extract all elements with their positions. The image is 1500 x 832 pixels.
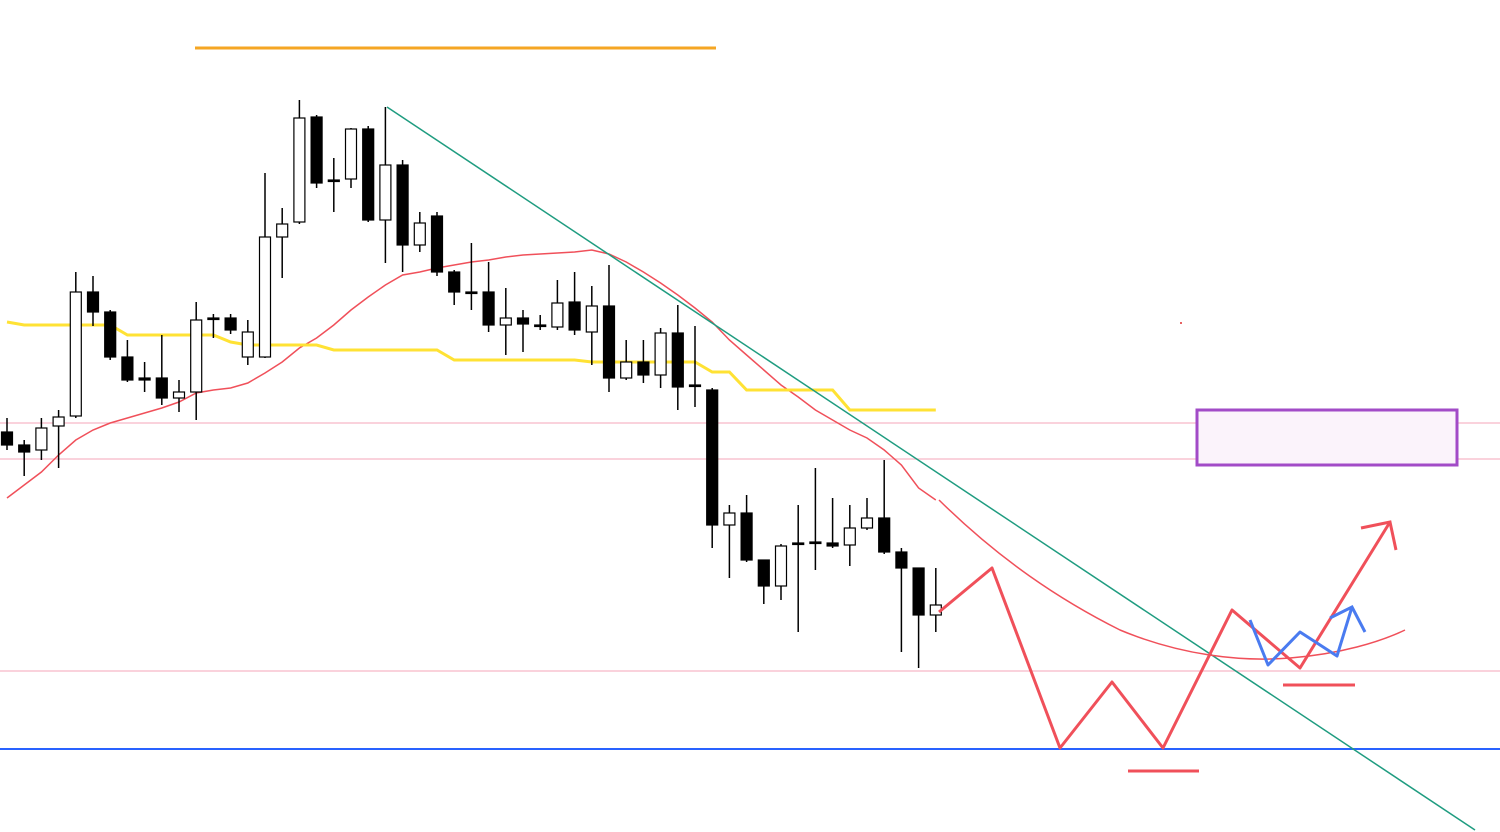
candle-body (792, 542, 805, 546)
candle-body (258, 236, 272, 358)
candle-body (620, 361, 633, 379)
candle-body (327, 179, 340, 183)
trend-line (386, 106, 1476, 831)
candle-body (602, 305, 616, 379)
candle-body (671, 332, 684, 388)
candle-body (379, 164, 392, 221)
candle-body (499, 317, 512, 326)
candle-body (413, 222, 426, 246)
candle-body (895, 551, 908, 569)
candle-body (293, 117, 306, 223)
candle-body (241, 331, 254, 358)
candle-body (482, 291, 495, 326)
candle-body (52, 416, 65, 427)
candle-body (723, 512, 736, 526)
zone-box (1195, 408, 1459, 467)
candle-body (809, 541, 822, 545)
minor-path (1248, 606, 1354, 667)
candle-body (706, 389, 719, 526)
candle-body (190, 319, 203, 393)
candle-body (568, 301, 581, 331)
candle-body (121, 356, 134, 381)
candle-body (637, 361, 650, 376)
candle-body (826, 542, 839, 547)
candle-body (516, 317, 530, 325)
dot (1180, 322, 1182, 324)
candle-body (688, 384, 702, 388)
candle-body (843, 527, 856, 546)
candle-body (86, 291, 100, 313)
candle-body (0, 431, 14, 446)
candle-body (774, 545, 788, 587)
candle-body (207, 317, 220, 321)
candle-body (585, 305, 598, 333)
candle-body (224, 317, 237, 331)
candle-body (69, 291, 82, 417)
candle-body (860, 517, 874, 529)
ma-projection (938, 499, 1406, 660)
candle-body (534, 324, 547, 328)
scenario-arrowhead (1360, 520, 1398, 551)
candle-body (35, 427, 48, 451)
candle-body (912, 567, 925, 616)
candles (0, 100, 942, 668)
candle-body (396, 164, 409, 246)
candle-body (551, 302, 564, 328)
candle-body (104, 311, 117, 358)
candle-body (740, 512, 753, 561)
candle-body (344, 128, 358, 180)
candle-body (276, 223, 289, 238)
candle-body (138, 377, 151, 381)
candle-body (362, 128, 375, 221)
candle-body (430, 215, 444, 273)
scenario-path (938, 521, 1392, 750)
candle-body (448, 271, 461, 293)
minor-arrowhead (1329, 604, 1367, 633)
candle-body (18, 444, 31, 453)
candle-body (654, 332, 667, 376)
candle-body (172, 391, 186, 399)
candle-body (757, 559, 770, 587)
candle-body (155, 377, 168, 399)
candle-body (878, 517, 891, 553)
candle-body (310, 116, 323, 184)
candle-body (465, 291, 478, 295)
